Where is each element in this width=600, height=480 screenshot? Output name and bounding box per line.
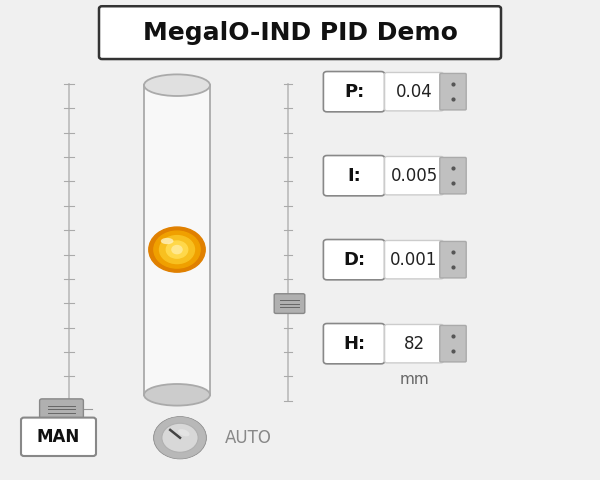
FancyBboxPatch shape [440,157,466,194]
Text: I:: I: [347,167,361,185]
Circle shape [154,417,206,459]
Text: AUTO: AUTO [225,429,272,447]
Text: P:: P: [344,83,364,101]
Circle shape [161,422,199,453]
FancyBboxPatch shape [440,73,466,110]
Text: 0.005: 0.005 [391,167,437,185]
Text: 82: 82 [403,335,425,353]
Circle shape [172,246,182,253]
FancyBboxPatch shape [323,240,385,280]
Circle shape [155,418,205,458]
Circle shape [149,227,205,272]
Circle shape [158,420,202,456]
FancyBboxPatch shape [385,72,443,111]
FancyBboxPatch shape [323,324,385,364]
Text: D:: D: [343,251,365,269]
Text: 0.04: 0.04 [395,83,433,101]
Ellipse shape [144,74,210,96]
Text: MAN: MAN [37,428,80,446]
FancyBboxPatch shape [21,418,96,456]
FancyBboxPatch shape [385,240,443,279]
Text: 0.001: 0.001 [391,251,437,269]
FancyBboxPatch shape [323,72,385,112]
Circle shape [154,231,200,268]
FancyBboxPatch shape [385,324,443,363]
FancyBboxPatch shape [323,156,385,196]
FancyBboxPatch shape [99,6,501,59]
Circle shape [166,241,188,258]
FancyBboxPatch shape [40,399,83,420]
FancyBboxPatch shape [440,325,466,362]
Ellipse shape [161,238,173,244]
Text: mm: mm [399,372,429,387]
Circle shape [162,423,198,452]
FancyBboxPatch shape [440,241,466,278]
FancyBboxPatch shape [385,156,443,195]
Ellipse shape [144,384,210,406]
FancyBboxPatch shape [274,294,305,313]
Circle shape [160,236,194,264]
Text: H:: H: [343,335,365,353]
Text: MegalO-IND PID Demo: MegalO-IND PID Demo [143,21,457,45]
Ellipse shape [178,429,190,436]
Bar [144,85,210,395]
